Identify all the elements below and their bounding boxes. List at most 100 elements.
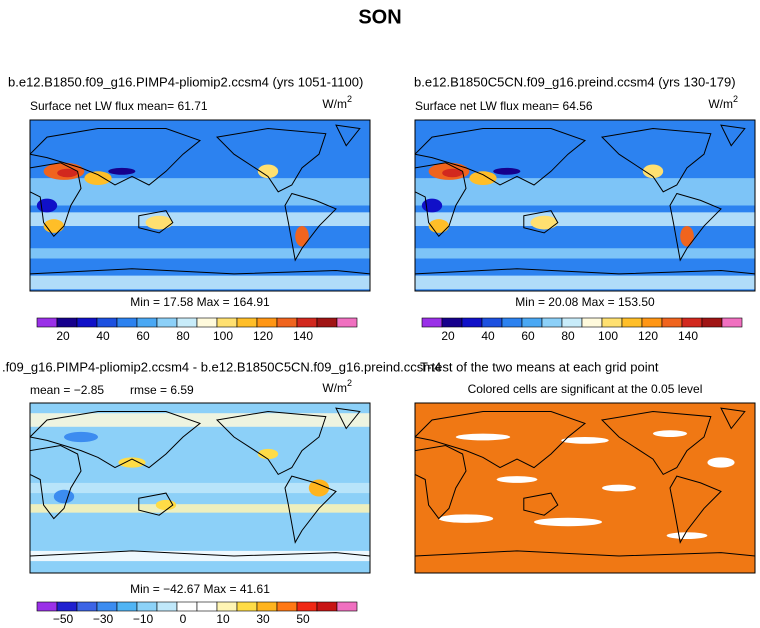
map-patch xyxy=(442,168,463,178)
min-max: Min = 17.58 Max = 164.91 xyxy=(130,295,270,309)
coastline xyxy=(523,492,559,516)
map-patch xyxy=(469,171,497,185)
colorbar-box xyxy=(336,601,358,612)
map-patch xyxy=(455,433,511,441)
colorbar-box xyxy=(56,601,78,612)
map-frame xyxy=(29,119,371,292)
map-patch xyxy=(438,514,494,523)
colorbar-box xyxy=(236,317,258,328)
coastline xyxy=(335,407,361,430)
colorbar-box xyxy=(421,317,443,328)
colorbar-box xyxy=(316,317,338,328)
panel-subtitle: Surface net LW flux mean= 64.56 xyxy=(415,99,593,113)
colorbar-box xyxy=(136,601,158,612)
colorbar-box xyxy=(136,317,158,328)
map xyxy=(30,403,370,573)
colorbar-box xyxy=(701,317,723,328)
colorbar-label: 80 xyxy=(561,329,575,343)
colorbar-box xyxy=(196,317,218,328)
map-patch xyxy=(36,198,58,213)
coastline xyxy=(335,124,361,147)
colorbar-box xyxy=(276,601,298,612)
map-patch xyxy=(64,431,98,443)
colorbar-label: 20 xyxy=(441,329,455,343)
colorbar-box xyxy=(601,317,623,328)
map-patch xyxy=(295,226,309,247)
map-patch xyxy=(308,479,330,497)
colorbar-box xyxy=(76,317,98,328)
coastline xyxy=(669,192,722,262)
colorbar-box xyxy=(76,601,98,612)
colorbar-box xyxy=(116,317,138,328)
colorbar-box xyxy=(256,317,278,328)
colorbar-box xyxy=(276,317,298,328)
map-band xyxy=(415,212,755,227)
colorbar-box xyxy=(96,601,118,612)
map-patch xyxy=(84,171,112,185)
map-patch xyxy=(653,430,687,437)
panel-header: b.e12.B1850C5CN.f09_g16.preind.ccsm4 (yr… xyxy=(414,74,736,89)
coastline xyxy=(415,128,587,186)
colorbar-label: 80 xyxy=(176,329,190,343)
map-band xyxy=(30,275,370,290)
units-exp: 2 xyxy=(347,378,352,388)
map-band xyxy=(30,248,370,259)
map-patch xyxy=(534,517,602,527)
colorbar-box xyxy=(721,317,743,328)
units-base: W/m xyxy=(322,97,347,111)
colorbar-box xyxy=(216,317,238,328)
map-band xyxy=(30,550,370,562)
colorbar-label: 20 xyxy=(56,329,70,343)
map-patch xyxy=(108,167,136,175)
colorbar-box xyxy=(96,317,118,328)
units-exp: 2 xyxy=(347,94,352,104)
coastline xyxy=(284,475,337,544)
colorbar-label: 120 xyxy=(253,329,273,343)
coastline xyxy=(30,162,82,238)
colorbar-label: 60 xyxy=(521,329,535,343)
colorbar-label: −50 xyxy=(53,612,74,626)
panel-stat: mean = −2.85 xyxy=(30,383,104,397)
coastline xyxy=(415,268,755,275)
colorbar-box xyxy=(236,601,258,612)
map-frame xyxy=(414,402,756,574)
colorbar-box xyxy=(296,317,318,328)
coastline xyxy=(720,124,746,147)
map-patch xyxy=(496,476,538,483)
min-max: Min = 20.08 Max = 153.50 xyxy=(515,295,655,309)
coastline xyxy=(284,192,337,262)
colorbar-box xyxy=(561,317,583,328)
colorbar-label: 0 xyxy=(180,612,187,626)
map-band xyxy=(415,275,755,290)
coastline xyxy=(138,210,174,234)
map-patch xyxy=(421,198,443,213)
map-patch xyxy=(257,164,279,179)
colorbar-label: 60 xyxy=(136,329,150,343)
coastline xyxy=(415,411,587,469)
colorbar-label: −10 xyxy=(133,612,154,626)
coastline xyxy=(215,128,327,193)
panel-subtitle: Surface net LW flux mean= 61.71 xyxy=(30,99,208,113)
colorbar-box xyxy=(36,601,58,612)
coastline xyxy=(30,128,202,186)
coastline xyxy=(523,210,559,234)
colorbar-box xyxy=(661,317,683,328)
colorbar-label: 40 xyxy=(96,329,110,343)
coastline xyxy=(600,410,712,476)
map-band xyxy=(30,482,370,494)
units: W/m2 xyxy=(708,94,738,111)
panel-header: b.e12.B1850.f09_g16.PIMP4-pliomip2.ccsm4… xyxy=(8,74,363,89)
map-patch xyxy=(642,164,664,179)
colorbar-box xyxy=(521,317,543,328)
colorbar-label: 100 xyxy=(598,329,618,343)
colorbar-label: 50 xyxy=(296,612,310,626)
map-background xyxy=(415,403,755,573)
colorbar-box xyxy=(641,317,663,328)
colorbar-box xyxy=(541,317,563,328)
colorbar-box xyxy=(56,317,78,328)
coastline xyxy=(30,411,202,469)
map-band xyxy=(415,178,755,206)
map-patch xyxy=(145,215,173,230)
map xyxy=(30,120,370,291)
